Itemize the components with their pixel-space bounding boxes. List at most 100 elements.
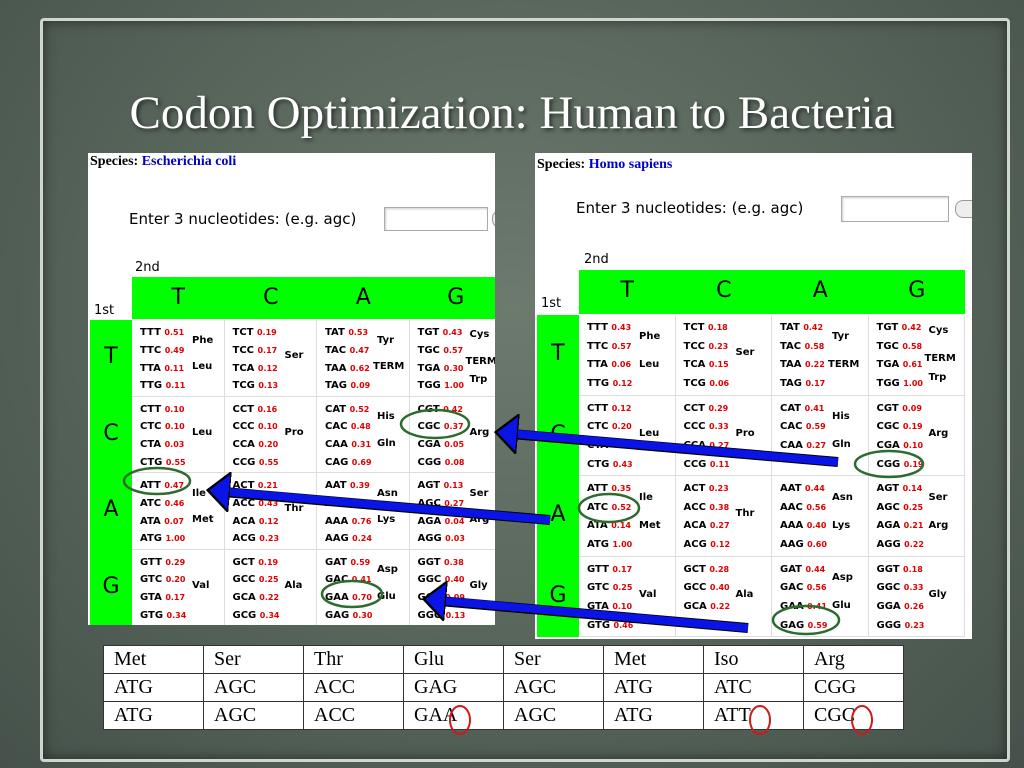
codon-name: AGC [876,501,904,513]
codon-entry: GAG 0.30 [325,610,372,621]
codon-entry: GGT 0.18 [877,564,923,575]
codon-cell [675,315,772,396]
codon-entry: GAC 0.56 [780,582,827,593]
codon-cell [772,556,869,637]
codon-frequency: 0.69 [351,457,372,467]
codon-frequency: 0.16 [257,404,278,414]
codon-cell [772,395,869,476]
codon-frequency: 0.11 [165,381,186,391]
amino-acid-label: Gly [469,579,488,591]
amino-acid-label: Tyr [377,334,395,346]
amino-acid-label: Ile [639,491,653,503]
table-cell: Ser [503,645,604,674]
amino-acid-label: His [377,411,395,423]
codon-name: GGG [417,609,446,621]
codon-frequency: 0.27 [709,440,730,450]
species-name: Escherichia coli [141,154,237,169]
table-cell: Glu [403,645,504,674]
codon-entry: AGA 0.04 [418,516,465,527]
codon-entry: ATA 0.07 [140,516,184,527]
codon-entry: GTA 0.10 [587,601,632,612]
codon-frequency: 0.60 [807,540,827,550]
codon-frequency: 0.24 [352,534,372,544]
codon-entry: GGG 0.23 [877,620,925,631]
codon-entry: AGG 0.03 [418,533,465,544]
amino-acid-label: Lys [832,519,851,531]
codon-frequency: 0.33 [709,422,729,432]
codon-entry: ATC 0.52 [587,502,631,513]
amino-acid-label: Asn [832,491,853,503]
codon-frequency: 0.40 [444,575,465,585]
codon-cell [579,476,676,557]
codon-comparison-table: Met Ser Thr Glu Ser Met Iso Arg ATG AGC ACC GAG AGC A… [103,645,904,730]
codon-frequency: 0.57 [443,345,464,355]
amino-acid-label: His [832,411,850,423]
codon-name: CTT [140,403,165,415]
amino-acid-label: TERM [465,356,496,368]
codon-frequency: 0.17 [805,379,826,389]
codon-frequency: 0.19 [902,422,923,432]
codon-entry: GGG 0.13 [418,610,466,621]
amino-acid-label: Asp [832,572,853,584]
codon-entry: GTA 0.17 [140,592,185,603]
codon-frequency: 0.52 [611,502,632,512]
codon-frequency: 0.05 [444,440,465,450]
codon-entry: TCG 0.13 [233,380,279,391]
codon-frequency: 0.22 [904,540,924,550]
table-cell: ATG [103,673,204,702]
amino-acid-label: Glu [832,600,851,612]
codon-name: TCT [232,327,257,338]
codon-frequency: 0.42 [443,404,463,414]
codon-entry: TAT 0.42 [780,322,823,333]
codon-entry: CCG 0.55 [233,457,279,468]
codon-name: AAA [780,520,807,532]
nucleotide-input[interactable] [384,207,488,231]
codon-name: CTA [587,439,609,451]
table-cell: AGC [203,673,304,702]
codon-frequency: 0.10 [164,422,185,432]
codon-entry: TCT 0.19 [233,327,277,338]
codon-frequency: 0.03 [164,440,185,450]
codon-name: AAC [325,497,352,509]
codon-entry: GTG 0.34 [140,610,186,621]
codon-frequency: 0.14 [902,484,923,493]
species-label: Species: Homo sapiens [537,157,673,172]
codon-frequency: 1.00 [165,534,186,544]
codon-name: CAT [325,403,350,415]
table-cell: Thr [303,645,404,674]
codon-frequency: 0.25 [612,583,633,593]
codon-name: TTA [587,359,612,371]
codon-name: CCT [232,403,258,415]
submit-button[interactable] [492,210,495,228]
slide-frame [40,18,1010,762]
nucleotide-input[interactable] [841,196,949,222]
codon-entry: AAT 0.44 [780,483,825,494]
codon-entry: TTT 0.43 [587,322,631,333]
codon-entry: GTC 0.25 [587,582,632,593]
codon-entry: AGT 0.13 [418,480,464,491]
codon-name: CAA [780,439,807,451]
codon-entry: CTA [587,440,608,451]
codon-name: AAT [325,480,351,491]
human-codon-table-panel: Species: Homo sapiens Enter 3 nucleotide… [535,153,972,639]
codon-entry: CAG 0.69 [325,457,372,468]
codon-entry: CAC 0.59 [780,421,826,432]
codon-entry: ATG 1.00 [140,533,185,544]
first-position-label: 1st [541,296,562,311]
amino-acid-label: Leu [192,426,213,438]
codon-name: ATA [140,515,165,527]
table-cell: Ser [203,645,304,674]
codon-entry: ATT 0.35 [587,483,631,494]
codon-entry: GGA 0.26 [877,601,924,612]
codon-frequency: 0.49 [164,345,185,355]
submit-button[interactable] [955,200,972,218]
amino-acid-label: Ser [469,487,489,499]
codon-name: TTT [587,322,612,333]
codon-entry: GAG 0.59 [780,620,827,631]
codon-name: GTA [587,600,613,612]
amino-acid-label: Asn [377,487,398,499]
table-cell: Met [103,645,204,674]
amino-acid-label: TERM [828,358,860,370]
codon-frequency: 0.17 [257,345,278,355]
codon-name: CTT [587,402,612,414]
